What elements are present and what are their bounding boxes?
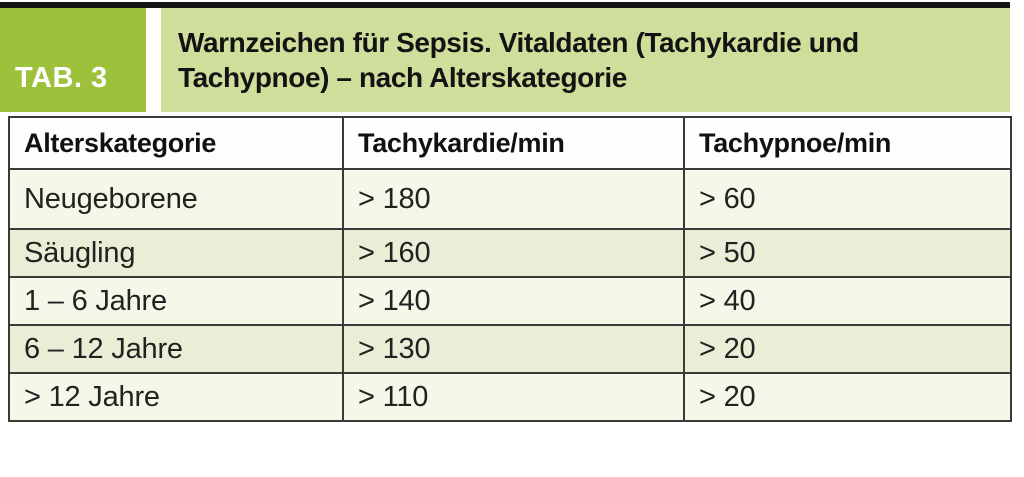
- vital-signs-table: Alterskategorie Tachykardie/min Tachypno…: [8, 116, 1012, 422]
- column-header-tachypnoe: Tachypnoe/min: [683, 116, 1012, 170]
- table-row: Neugeborene > 180 > 60: [8, 168, 1012, 230]
- cell-alterskategorie: Neugeborene: [8, 168, 344, 230]
- cell-tachypnoe: > 50: [683, 228, 1012, 278]
- cell-tachykardie: > 130: [342, 324, 685, 374]
- cell-tachypnoe: > 20: [683, 324, 1012, 374]
- cell-alterskategorie: 1 – 6 Jahre: [8, 276, 344, 326]
- cell-tachykardie: > 160: [342, 228, 685, 278]
- cell-tachykardie: > 180: [342, 168, 685, 230]
- table-title: Warnzeichen für Sepsis. Vitaldaten (Tach…: [178, 27, 859, 93]
- top-rule: [0, 2, 1010, 8]
- cell-tachypnoe: > 40: [683, 276, 1012, 326]
- cell-alterskategorie: > 12 Jahre: [8, 372, 344, 422]
- cell-tachypnoe: > 20: [683, 372, 1012, 422]
- cell-tachykardie: > 110: [342, 372, 685, 422]
- column-header-tachykardie: Tachykardie/min: [342, 116, 685, 170]
- table-header-row: Alterskategorie Tachykardie/min Tachypno…: [8, 116, 1012, 170]
- table-row: 6 – 12 Jahre > 130 > 20: [8, 324, 1012, 374]
- cell-alterskategorie: Säugling: [8, 228, 344, 278]
- table-number-label: TAB. 3: [15, 62, 108, 94]
- table-row: Säugling > 160 > 50: [8, 228, 1012, 278]
- figure-header-band: TAB. 3 Warnzeichen für Sepsis. Vitaldate…: [0, 8, 1010, 112]
- table-row: > 12 Jahre > 110 > 20: [8, 372, 1012, 422]
- cell-alterskategorie: 6 – 12 Jahre: [8, 324, 344, 374]
- table-title-band: Warnzeichen für Sepsis. Vitaldaten (Tach…: [161, 8, 1010, 112]
- column-header-alterskategorie: Alterskategorie: [8, 116, 344, 170]
- table-row: 1 – 6 Jahre > 140 > 40: [8, 276, 1012, 326]
- cell-tachykardie: > 140: [342, 276, 685, 326]
- badge-title-divider: [146, 8, 161, 112]
- table-number-badge: TAB. 3: [0, 8, 146, 112]
- cell-tachypnoe: > 60: [683, 168, 1012, 230]
